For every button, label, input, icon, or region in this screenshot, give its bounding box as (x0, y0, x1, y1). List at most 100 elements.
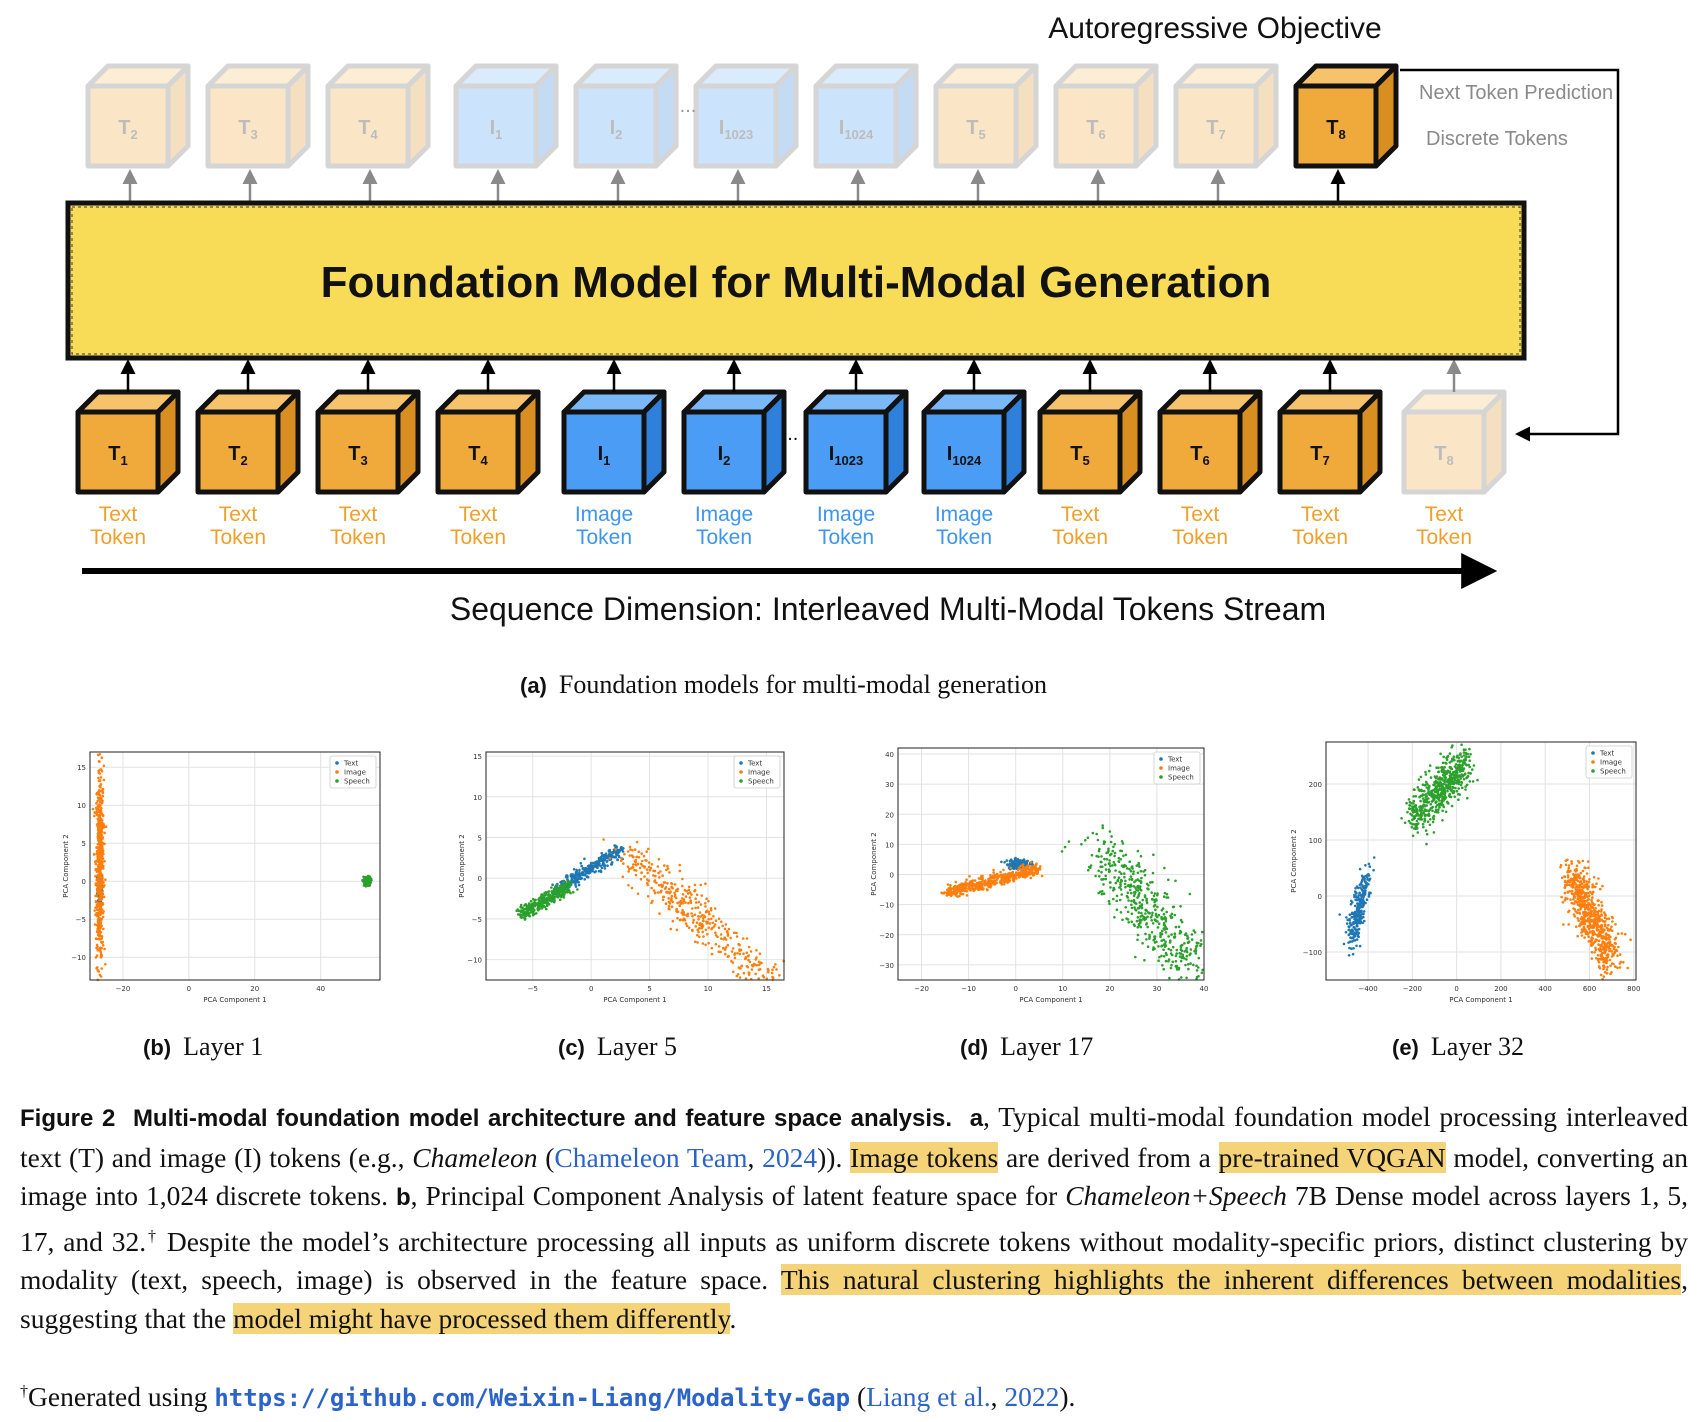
token-cube: T4 (325, 63, 431, 169)
data-point (1450, 772, 1454, 776)
data-point (1130, 906, 1134, 910)
data-point (1448, 787, 1451, 791)
data-point (1412, 799, 1416, 803)
legend-label: Image (1168, 765, 1190, 773)
data-point (1199, 939, 1203, 942)
data-point (1038, 868, 1042, 871)
github-link[interactable]: https://github.com/Weixin-Liang/Modality… (214, 1384, 851, 1412)
data-point (959, 892, 963, 896)
data-point (983, 881, 987, 884)
data-point (1564, 885, 1567, 888)
data-point (1602, 960, 1605, 964)
data-point (1463, 773, 1467, 776)
data-point (1425, 842, 1428, 846)
data-point (666, 882, 669, 885)
data-point (662, 895, 665, 899)
data-point (96, 920, 100, 923)
data-point (638, 866, 642, 870)
data-point (1458, 768, 1461, 772)
caption-text: are derived from a (998, 1141, 1219, 1173)
data-point (961, 892, 965, 896)
data-point (641, 864, 644, 868)
highlight-image-tokens: Image tokens (850, 1141, 999, 1173)
data-point (1575, 864, 1579, 868)
citation-year-link[interactable]: 2024 (762, 1141, 818, 1173)
data-point (1467, 755, 1471, 759)
data-point (1576, 879, 1580, 883)
data-point (1468, 765, 1471, 769)
data-point (97, 760, 101, 763)
data-point (1177, 925, 1181, 929)
data-point (101, 881, 105, 884)
data-point (94, 900, 98, 904)
data-point (1587, 927, 1591, 931)
data-point (610, 861, 614, 864)
data-point (1143, 895, 1147, 899)
data-point (571, 890, 575, 894)
data-point (1354, 927, 1357, 931)
data-point (736, 952, 739, 955)
data-point (1568, 890, 1572, 893)
data-point (536, 905, 540, 908)
data-point (1419, 775, 1423, 779)
data-point (1099, 865, 1102, 869)
data-point (1596, 899, 1600, 902)
token-cube: T7 (1173, 63, 1279, 169)
data-point (100, 819, 104, 822)
y-tick-label: 0 (1318, 893, 1322, 901)
data-point (550, 899, 554, 903)
data-point (704, 905, 707, 908)
citation-year-link[interactable]: 2022 (1004, 1381, 1060, 1412)
token-subscript: 8 (1446, 453, 1453, 468)
data-point (1445, 786, 1448, 790)
data-point (1362, 902, 1365, 905)
data-point (1019, 864, 1023, 868)
token-label: T5 (1070, 443, 1089, 468)
data-point (1587, 897, 1590, 901)
data-point (1597, 965, 1601, 968)
data-point (1436, 803, 1439, 807)
data-point (1007, 873, 1011, 877)
citation-link[interactable]: Liang et al. (866, 1381, 991, 1412)
data-point (1425, 782, 1429, 785)
data-point (1458, 753, 1462, 756)
data-point (1442, 755, 1445, 759)
data-point (94, 937, 98, 940)
data-point (758, 968, 762, 971)
data-point (724, 923, 728, 926)
data-point (971, 885, 974, 888)
data-point (1200, 942, 1203, 946)
data-point (670, 882, 674, 886)
x-tick-label: −20 (116, 985, 131, 993)
data-point (676, 887, 680, 891)
data-point (1143, 868, 1147, 872)
data-point (1416, 810, 1419, 813)
data-point (610, 851, 614, 854)
data-point (1108, 869, 1111, 873)
data-point (1579, 917, 1583, 921)
data-point (1591, 926, 1594, 930)
data-point (1185, 950, 1189, 954)
data-point (678, 904, 681, 907)
data-point (1600, 925, 1604, 928)
footnote: †Generated using https://github.com/Weix… (20, 1381, 1075, 1413)
data-point (1113, 851, 1117, 855)
data-point (713, 923, 717, 926)
data-point (95, 943, 99, 947)
data-point (1363, 891, 1367, 894)
data-point (1112, 886, 1115, 890)
data-point (1599, 887, 1602, 891)
data-point (1140, 918, 1143, 922)
data-point (670, 899, 673, 903)
data-point (100, 756, 104, 759)
data-point (1618, 962, 1622, 965)
data-point (1600, 943, 1603, 947)
token-label: I1 (490, 117, 503, 142)
data-point (1592, 914, 1596, 918)
data-point (1346, 918, 1349, 922)
data-point (537, 908, 540, 911)
data-point (637, 850, 641, 853)
y-tick-label: 100 (1309, 837, 1322, 845)
data-point (688, 896, 692, 899)
citation-link[interactable]: Chameleon Team (554, 1141, 748, 1173)
